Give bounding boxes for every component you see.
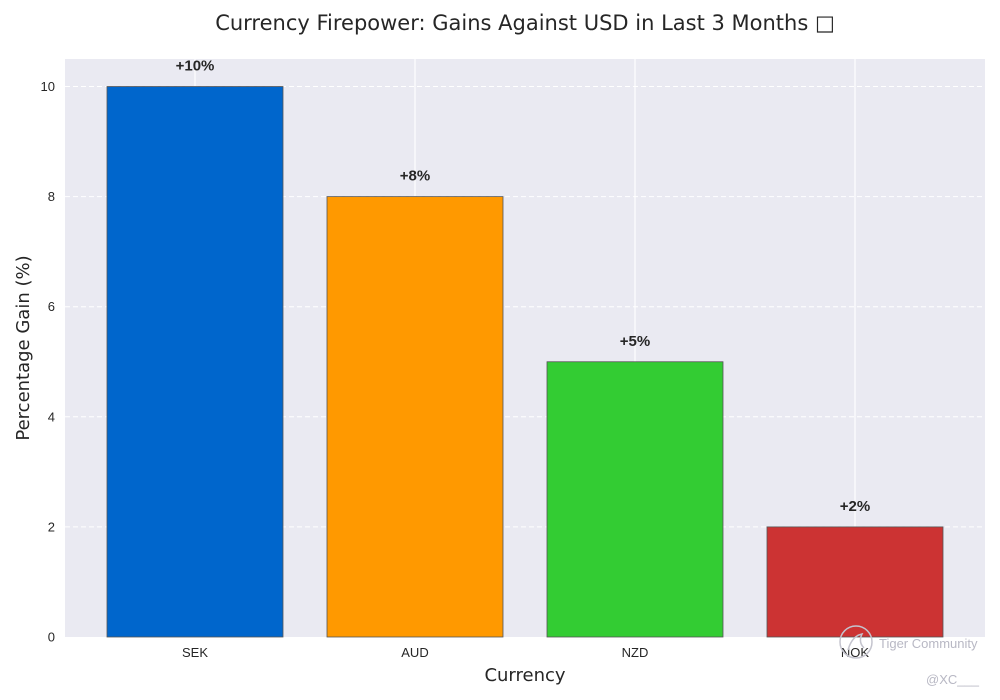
watermark-handle: @XC___ (926, 672, 980, 687)
x-tick-label: AUD (401, 645, 428, 660)
y-tick-label: 2 (48, 519, 55, 534)
y-tick-label: 10 (41, 79, 55, 94)
data-labels: +10% +8% +5% +2% (176, 58, 871, 515)
chart-title: Currency Firepower: Gains Against USD in… (215, 11, 835, 35)
y-axis-label: Percentage Gain (%) (13, 255, 34, 440)
bar-nzd (546, 361, 724, 638)
y-axis-ticks: 0 2 4 6 8 10 (41, 79, 55, 644)
data-label-nok: +2% (840, 498, 870, 515)
x-axis-ticks: SEK AUD NZD NOK (182, 645, 869, 660)
bars (106, 86, 944, 638)
x-tick-label: SEK (182, 645, 208, 660)
data-label-sek: +10% (176, 58, 215, 75)
bar-aud (326, 196, 504, 638)
data-label-aud: +8% (400, 168, 430, 185)
y-tick-label: 6 (48, 299, 55, 314)
x-axis-label: Currency (484, 665, 565, 686)
y-tick-label: 4 (48, 409, 55, 424)
bar-nok (766, 526, 944, 638)
bar-sek (106, 86, 284, 638)
data-label-nzd: +5% (620, 333, 650, 350)
y-tick-label: 8 (48, 189, 55, 204)
watermark-brand: Tiger Community (879, 636, 978, 651)
x-tick-label: NZD (622, 645, 649, 660)
watermark: Tiger Community @XC___ (839, 625, 980, 687)
y-tick-label: 0 (48, 630, 55, 645)
tiger-logo-icon (839, 625, 873, 659)
